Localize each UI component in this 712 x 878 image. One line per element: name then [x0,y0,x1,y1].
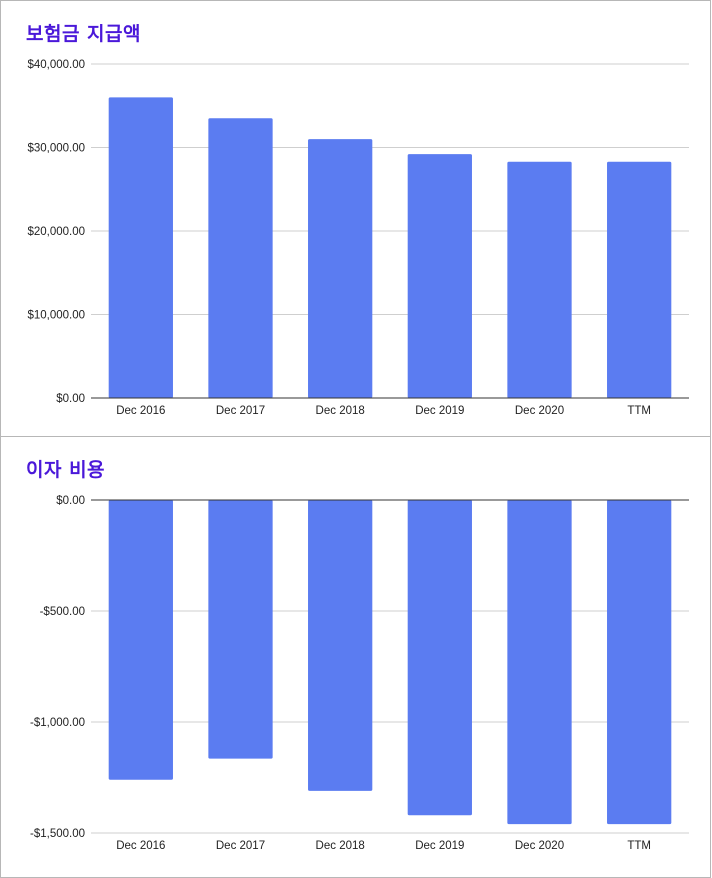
x-tick-label: Dec 2018 [316,405,365,417]
bar[interactable] [407,500,472,816]
chart-title: 보험금 지급액 [26,23,141,45]
x-tick-label: Dec 2019 [415,405,464,417]
bar[interactable] [308,500,373,791]
x-tick-label: TTM [627,405,651,417]
y-tick-label: $0.00 [56,393,85,405]
chart-title: 이자 비용 [26,459,106,481]
x-tick-label: Dec 2020 [515,840,564,852]
x-tick-label: TTM [627,840,651,852]
chart-panel-interest: 이자 비용 $0.00 -$500.00 -$1,000.00 -$1,500.00 D… [0,436,711,878]
bar[interactable] [507,500,572,825]
bar[interactable] [407,154,472,398]
bar[interactable] [208,118,273,399]
y-tick-label: -$500.00 [40,606,85,618]
x-tick-label: Dec 2017 [216,405,265,417]
x-tick-label: Dec 2019 [415,840,464,852]
y-tick-label: -$1,500.00 [30,828,85,840]
bar[interactable] [108,500,173,780]
chart-panel-claims: 보험금 지급액 $0.00 $10,000.00 $20,000.00 $30,000… [0,0,711,437]
bar[interactable] [507,161,572,398]
y-tick-label: -$1,000.00 [30,717,85,729]
bar[interactable] [308,139,373,398]
chart-interest-svg: $0.00 -$500.00 -$1,000.00 -$1,500.00 Dec 201… [30,495,689,852]
y-tick-label: $40,000.00 [27,59,85,71]
bar[interactable] [108,97,173,399]
x-tick-label: Dec 2020 [515,405,564,417]
y-tick-label: $10,000.00 [27,310,85,322]
bar[interactable] [607,500,672,825]
x-tick-label: Dec 2016 [116,405,165,417]
bar[interactable] [208,500,273,759]
y-tick-label: $20,000.00 [27,226,85,238]
y-tick-label: $30,000.00 [27,143,85,155]
bar[interactable] [607,161,672,398]
x-tick-label: Dec 2018 [316,840,365,852]
y-tick-label: $0.00 [56,495,85,507]
chart-claims-svg: $0.00 $10,000.00 $20,000.00 $30,000.00 $40,0… [27,59,689,417]
x-tick-label: Dec 2016 [116,840,165,852]
x-tick-label: Dec 2017 [216,840,265,852]
